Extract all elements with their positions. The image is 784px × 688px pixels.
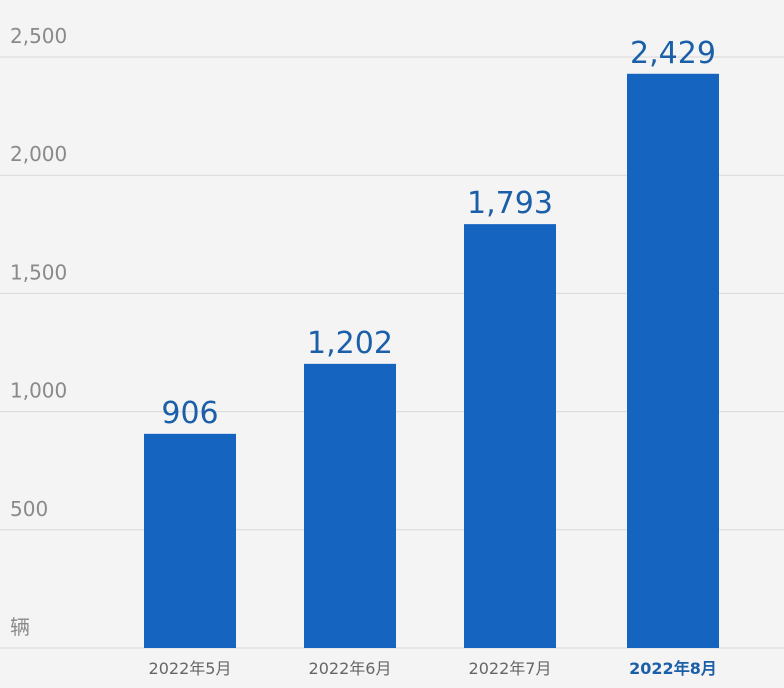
y-tick-label: 2,000 xyxy=(10,142,67,166)
y-tick-label: 500 xyxy=(10,497,48,521)
value-label: 1,793 xyxy=(467,186,553,221)
x-tick-label: 2022年6月 xyxy=(309,659,392,678)
value-label: 2,429 xyxy=(630,36,716,71)
x-tick-label: 2022年8月 xyxy=(629,659,717,678)
bar xyxy=(144,433,236,648)
y-tick-label: 1,500 xyxy=(10,260,67,284)
value-label: 1,202 xyxy=(307,326,393,361)
y-tick-label: 1,000 xyxy=(10,379,67,403)
y-tick-label: 2,500 xyxy=(10,24,67,48)
x-tick-label: 2022年5月 xyxy=(149,659,232,678)
value-label: 906 xyxy=(161,396,218,431)
y-tick-label: 辆 xyxy=(10,615,30,639)
x-tick-label: 2022年7月 xyxy=(469,659,552,678)
bar xyxy=(627,73,719,648)
bar xyxy=(464,224,556,648)
bar xyxy=(304,363,396,648)
